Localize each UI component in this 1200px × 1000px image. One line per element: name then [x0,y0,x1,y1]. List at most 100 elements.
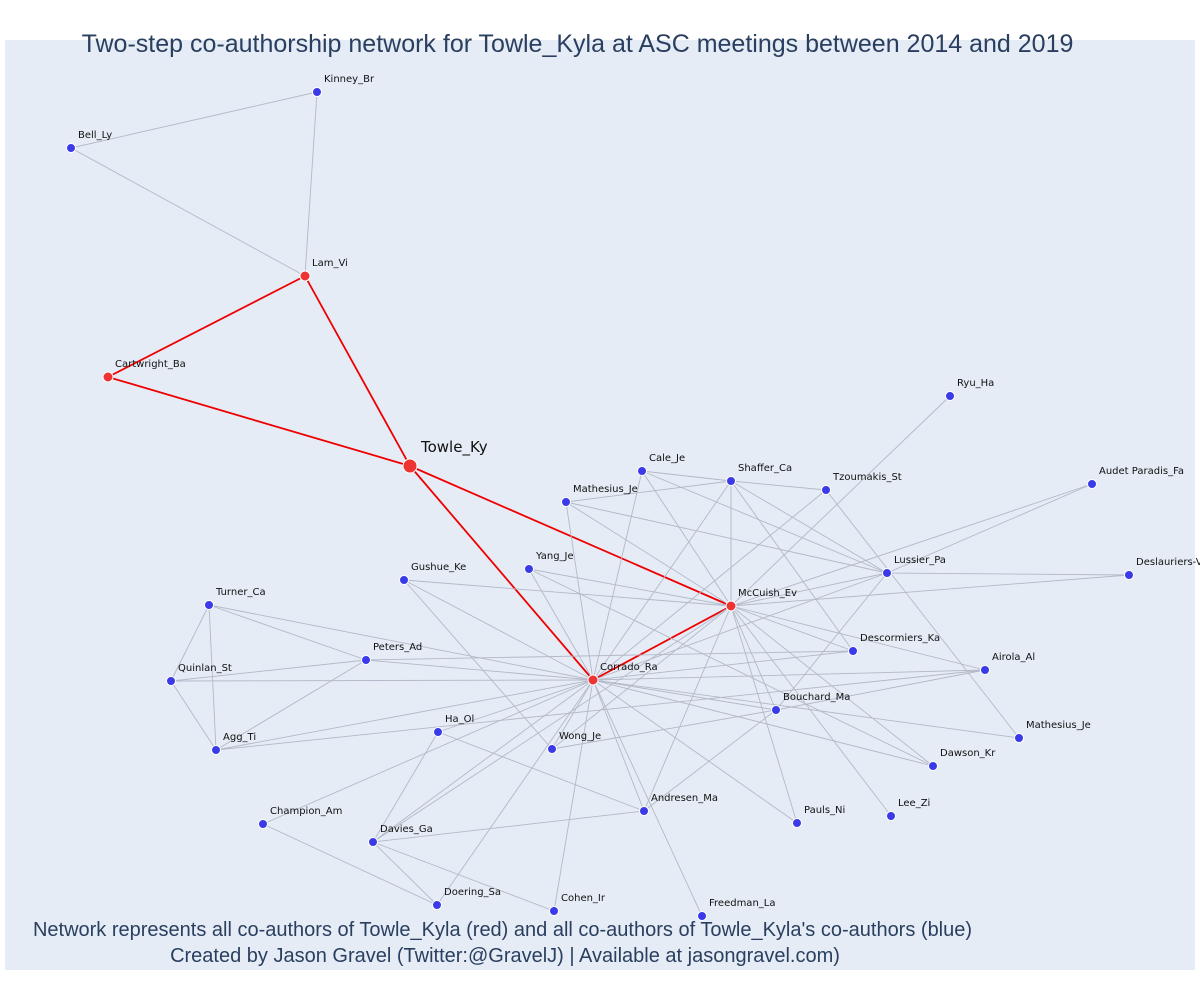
node-label-McCuish_Ev: McCuish_Ev [738,588,797,599]
edge-Towle_Ky-Corrado_Ra [409,465,594,681]
node-Ryu_Ha[interactable] [945,391,955,401]
edge-Corrado_Ra-Tzoumakis_St [592,489,827,681]
node-Deslauriers_V[interactable] [1124,570,1134,580]
node-Corrado_Ra[interactable] [587,674,599,686]
edge-McCuish_Ev-Gushue_Ke [403,579,732,607]
edge-Agg_Ti-Airola_Al [215,669,986,751]
node-Bell_Ly[interactable] [66,143,76,153]
node-label-Cale_Je: Cale_Je [649,453,685,464]
edge-Ha_Ol-Davies_Ga [372,731,439,843]
node-Yang_Je[interactable] [524,564,534,574]
edge-Corrado_Ra-Turner_Ca [208,604,594,681]
edge-Towle_Ky-Lam_Vi [304,275,411,467]
edge-Corrado_Ra-Shaffer_Ca [592,480,732,681]
edge-McCuish_Ev-Ryu_Ha [730,395,951,607]
edge-McCuish_Ev-Andresen_Ma [643,605,732,812]
nodes-layer [66,87,1134,921]
edge-Corrado_Ra-Descormiers_Ka [592,650,854,681]
edge-Tzoumakis_St-Mathesius_Je_2 [825,489,1020,739]
edge-McCuish_Ev-Airola_Al [730,605,986,671]
node-label-Peters_Ad: Peters_Ad [373,642,422,653]
edge-Corrado_Ra-Gushue_Ke [403,579,594,681]
labels-layer: Towle_Ky Lam_Vi Cartwright_Ba McCuish_Ev Cor… [78,74,1200,909]
chart-title: Two-step co-authorship network for Towle… [81,30,1074,58]
node-Descormiers_Ka[interactable] [848,646,858,656]
edges-layer [70,91,1130,917]
node-Davies_Ga[interactable] [368,837,378,847]
edge-Corrado_Ra-Lussier_Pa [592,572,888,681]
node-Cale_Je[interactable] [637,466,647,476]
footer-credit: Created by Jason Gravel (Twitter:@Gravel… [170,945,840,967]
node-Cohen_Ir[interactable] [549,906,559,916]
edge-McCuish_Ev-Lee_Zi [730,605,892,817]
node-Dawson_Kr[interactable] [928,761,938,771]
node-label-Lam_Vi: Lam_Vi [312,258,348,269]
node-Lussier_Pa[interactable] [882,568,892,578]
node-Lee_Zi[interactable] [886,811,896,821]
node-Cartwright_Ba[interactable] [102,371,114,383]
node-Lam_Vi[interactable] [299,270,311,282]
node-label-Davies_Ga: Davies_Ga [380,824,433,835]
edge-Shaffer_Ca-Tzoumakis_St [730,480,827,491]
node-label-Shaffer_Ca: Shaffer_Ca [738,463,792,474]
node-Peters_Ad[interactable] [361,655,371,665]
node-Airola_Al[interactable] [980,665,990,675]
node-Tzoumakis_St[interactable] [821,485,831,495]
node-Pauls_Ni[interactable] [792,818,802,828]
edge-Quinlan_St-Agg_Ti [170,680,217,751]
edge-McCuish_Ev-Pauls_Ni [730,605,798,824]
node-Ha_Ol[interactable] [433,727,443,737]
node-Andresen_Ma[interactable] [639,806,649,816]
node-McCuish_Ev[interactable] [725,600,737,612]
footer-caption: Network represents all co-authors of Tow… [32,919,973,941]
node-Wong_Je[interactable] [547,744,557,754]
node-Agg_Ti[interactable] [211,745,221,755]
node-label-Audet_Paradis_Fa: Audet Paradis_Fa [1099,466,1184,477]
node-label-Doering_Sa: Doering_Sa [444,887,501,898]
node-Turner_Ca[interactable] [204,600,214,610]
node-Mathesius_Je_2[interactable] [1014,733,1024,743]
edge-McCuish_Ev-Cale_Je [641,470,732,607]
edge-Corrado_Ra-Andresen_Ma [592,679,645,812]
node-Bouchard_Ma[interactable] [771,705,781,715]
node-Champion_Am[interactable] [258,819,268,829]
edge-Corrado_Ra-Airola_Al [592,669,986,681]
edge-Corrado_Ra-Doering_Sa [436,679,594,906]
edge-Towle_Ky-McCuish_Ev [409,465,732,607]
edge-Gushue_Ke-Wong_Je [403,579,553,750]
node-label-Yang_Je: Yang_Je [535,551,574,562]
node-Audet_Paradis_Fa[interactable] [1087,479,1097,489]
node-label-Turner_Ca: Turner_Ca [215,587,266,598]
edge-Cartwright_Ba-Lam_Vi [107,275,306,378]
edge-Shaffer_Ca-Mathesius_Je_1 [565,480,732,503]
node-Towle_Ky[interactable] [402,458,418,474]
edge-Corrado_Ra-Champion_Am [262,679,594,825]
edge-Corrado_Ra-Dawson_Kr [592,679,934,767]
node-label-Descormiers_Ka: Descormiers_Ka [860,633,940,644]
edge-Cale_Je-Shaffer_Ca [641,470,732,482]
node-label-Ha_Ol: Ha_Ol [445,714,474,725]
edge-Turner_Ca-Agg_Ti [208,604,217,751]
node-Gushue_Ke[interactable] [399,575,409,585]
edge-Mathesius_Je_1-Lussier_Pa [565,501,888,574]
node-Quinlan_St[interactable] [166,676,176,686]
node-label-Airola_Al: Airola_Al [992,652,1035,663]
node-label-Deslauriers_V: Deslauriers-V [1136,557,1200,568]
edge-Corrado_Ra-Ha_Ol [437,679,594,733]
node-Shaffer_Ca[interactable] [726,476,736,486]
node-Kinney_Br[interactable] [312,87,322,97]
node-Freedman_La[interactable] [697,911,707,921]
node-Doering_Sa[interactable] [432,900,442,910]
node-label-Pauls_Ni: Pauls_Ni [804,805,845,816]
edge-Turner_Ca-Peters_Ad [208,604,367,661]
node-label-Towle_Ky: Towle_Ky [420,438,488,457]
plot-area [5,40,1195,970]
edge-Corrado_Ra-Mathesius_Je_1 [565,501,594,681]
edge-Peters_Ad-Quinlan_St [170,659,367,682]
edge-McCuish_Ev-Mathesius_Je_1 [565,501,732,607]
edge-Corrado_Ra-Davies_Ga [372,679,594,843]
node-label-Agg_Ti: Agg_Ti [223,732,256,743]
edge-Yang_Je-Dawson_Kr [528,568,934,767]
edge-Corrado_Ra-Cale_Je [592,470,643,681]
node-Mathesius_Je_1[interactable] [561,497,571,507]
